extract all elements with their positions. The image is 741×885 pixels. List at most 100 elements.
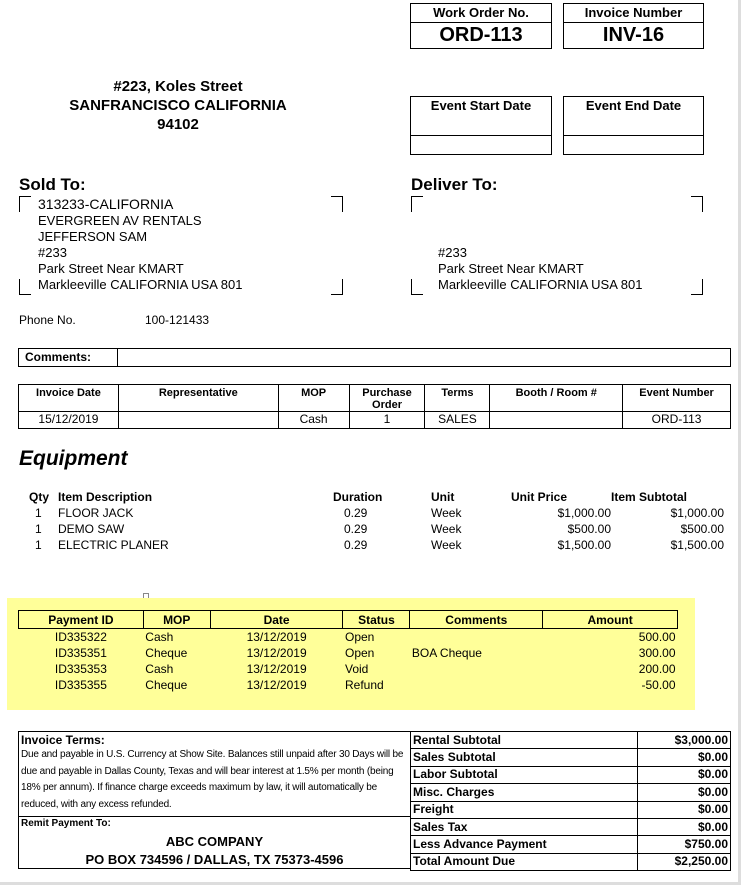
invoice-info-row: 15/12/2019 Cash 1 SALES ORD-113 — [18, 411, 731, 429]
payment-payment-id: ID335322 — [54, 630, 107, 644]
phone-value: 100-121433 — [145, 313, 210, 327]
equipment-item-description: ELECTRIC PLANER — [58, 538, 169, 552]
equipment-header-qty: Qty — [29, 490, 50, 504]
payment-row: ID335353 Cash 13/12/2019 Void 200.00 — [19, 661, 678, 677]
header-mop: MOP — [277, 384, 350, 412]
event-number: ORD-113 — [622, 411, 731, 429]
payment-status: Open — [344, 630, 375, 644]
sold-to-line: Park Street Near KMART — [38, 261, 184, 276]
sold-to-label: Sold To: — [19, 175, 86, 194]
payment-amount: 300.00 — [638, 646, 676, 660]
totals-row: Misc. Charges $0.00 — [409, 783, 731, 802]
sold-to-line: EVERGREEN AV RENTALS — [38, 213, 202, 228]
payments-area: Payment ID MOP Date Status Comments Amou… — [7, 598, 695, 710]
equipment-header-item-description: Item Description — [58, 490, 153, 504]
deliver-to-label: Deliver To: — [411, 175, 498, 194]
header-invoice-date: Invoice Date — [18, 384, 119, 412]
event-end-box: Event End Date — [563, 96, 704, 155]
payment-status: Void — [344, 662, 369, 676]
equipment-header-item-subtotal: Item Subtotal — [611, 490, 688, 504]
totals-label: Less Advance Payment — [409, 835, 639, 854]
equipment-duration: 0.29 — [344, 506, 368, 520]
totals-value: $0.00 — [637, 800, 731, 819]
equipment-unit: Week — [431, 538, 462, 552]
remit-address: PO BOX 734596 / DALLAS, TX 75373-4596 — [85, 852, 344, 867]
payment-comments — [410, 677, 543, 693]
equipment-unit-price: $1,000.00 — [557, 506, 611, 520]
header-status: Status — [342, 610, 411, 629]
totals-label: Sales Tax — [409, 817, 639, 837]
comments-label: Comments: — [19, 349, 118, 366]
totals-row: Sales Tax $0.00 — [409, 817, 731, 837]
totals-label: Misc. Charges — [409, 783, 639, 802]
totals-value: $0.00 — [637, 817, 731, 837]
totals-label: Labor Subtotal — [409, 765, 639, 785]
purchase-order: 1 — [348, 411, 426, 429]
payment-amount: 200.00 — [638, 662, 676, 676]
invoice-terms-label: Invoice Terms: — [21, 733, 105, 747]
equipment-item-subtotal: $500.00 — [680, 522, 724, 536]
equipment-header-unit-price: Unit Price — [511, 490, 568, 504]
totals-row: Freight $0.00 — [409, 800, 731, 819]
mop: Cash — [277, 411, 350, 429]
sold-to-line: 313233-CALIFORNIA — [38, 196, 174, 212]
invoice-info-header: Invoice Date Representative MOP Purchase… — [18, 384, 731, 412]
header-mop: MOP — [142, 610, 211, 629]
payments-table: Payment ID MOP Date Status Comments Amou… — [18, 610, 678, 693]
event-start-label: Event Start Date — [411, 97, 551, 136]
totals-value: $0.00 — [637, 748, 731, 767]
company-address-line: SANFRANCISCO CALIFORNIA — [69, 97, 287, 114]
equipment-unit-price: $500.00 — [567, 522, 611, 536]
equipment-item-description: DEMO SAW — [58, 522, 125, 536]
payment-row: ID335355 Cheque 13/12/2019 Refund -50.00 — [19, 677, 678, 693]
header-payment-id: Payment ID — [18, 610, 144, 629]
payment-payment-id: ID335355 — [54, 678, 107, 692]
company-address-line: 94102 — [157, 116, 199, 133]
work-order-value: ORD-113 — [439, 24, 523, 46]
payment-date: 13/12/2019 — [246, 630, 307, 644]
payment-mop: Cash — [145, 630, 174, 644]
payment-date: 13/12/2019 — [246, 678, 307, 692]
header-date: Date — [209, 610, 344, 629]
remit-label: Remit Payment To: — [21, 818, 111, 829]
equipment-duration: 0.29 — [344, 538, 368, 552]
invoice-terms-text: Due and payable in U.S. Currency at Show… — [21, 749, 404, 810]
invoice-number-label: Invoice Number — [564, 4, 703, 23]
payment-mop: Cheque — [145, 678, 188, 692]
payment-date: 13/12/2019 — [246, 646, 307, 660]
payment-comments — [410, 661, 543, 677]
invoice-number-value: INV-16 — [602, 24, 665, 46]
totals-row: Labor Subtotal $0.00 — [409, 765, 731, 785]
totals-value: $750.00 — [637, 835, 731, 854]
payment-date: 13/12/2019 — [246, 662, 307, 676]
totals-table: Rental Subtotal $3,000.00 Sales Subtotal $0… — [409, 730, 731, 872]
invoice-terms-box: Invoice Terms: Due and payable in U.S. C… — [18, 731, 411, 869]
header-amount: Amount — [542, 610, 678, 629]
payment-mop: Cash — [145, 662, 174, 676]
equipment-qty: 1 — [35, 538, 42, 552]
payment-row: ID335351 Cheque 13/12/2019 Open BOA Cheque 30… — [19, 645, 678, 661]
deliver-to-line: Park Street Near KMART — [438, 261, 584, 276]
payment-row: ID335322 Cash 13/12/2019 Open 500.00 — [19, 629, 678, 646]
header-terms: Terms — [424, 384, 491, 412]
header-comments: Comments — [409, 610, 544, 629]
equipment-unit: Week — [431, 522, 462, 536]
deliver-to-line: #233 — [438, 245, 467, 260]
remit-name: ABC COMPANY — [165, 834, 264, 849]
totals-row: Rental Subtotal $3,000.00 — [409, 730, 731, 750]
totals-value: $3,000.00 — [637, 730, 731, 750]
comments-box: Comments: — [18, 348, 731, 367]
equipment-header-unit: Unit — [431, 490, 455, 504]
company-address-line: #223, Koles Street — [113, 78, 243, 95]
invoice-date: 15/12/2019 — [18, 411, 119, 429]
event-end-label: Event End Date — [564, 97, 703, 136]
equipment-qty: 1 — [35, 522, 42, 536]
totals-label: Sales Subtotal — [409, 748, 639, 767]
comments-value[interactable] — [118, 349, 730, 366]
totals-row: Sales Subtotal $0.00 — [409, 748, 731, 767]
payment-comments — [410, 629, 543, 646]
payment-amount: -50.00 — [641, 678, 676, 692]
phone-label: Phone No. — [19, 313, 76, 327]
totals-value: $2,250.00 — [637, 852, 731, 872]
work-order-box: Work Order No. ORD-113 — [410, 3, 552, 49]
